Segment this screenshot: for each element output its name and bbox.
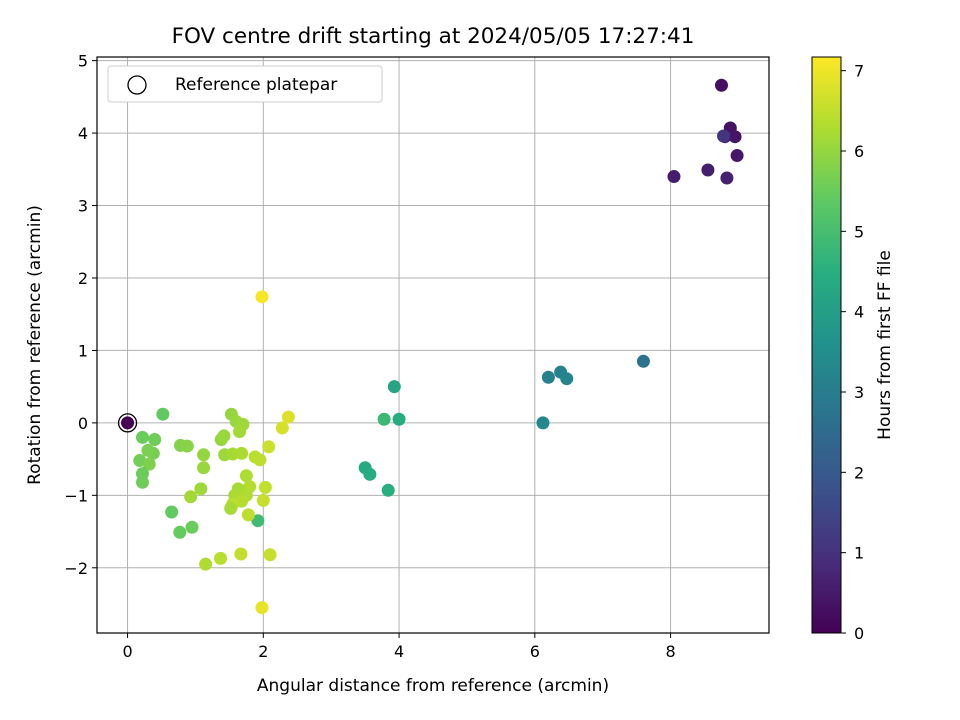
data-point xyxy=(185,520,199,534)
data-point xyxy=(197,448,211,462)
x-tick-label: 6 xyxy=(530,642,540,661)
data-point xyxy=(135,430,149,444)
data-point xyxy=(148,433,162,447)
colorbar-gradient xyxy=(811,56,842,634)
colorbar-ticks: 0 1 2 3 4 5 6 7 xyxy=(841,62,864,643)
data-point xyxy=(235,446,249,460)
colorbar-tick-label: 0 xyxy=(854,624,864,643)
data-point xyxy=(377,412,391,426)
y-axis-ticks: −2 −1 0 1 2 3 4 5 xyxy=(64,52,97,578)
y-tick-label: 1 xyxy=(78,341,88,360)
data-point xyxy=(363,467,377,481)
data-point xyxy=(730,149,744,163)
plot-frame xyxy=(96,56,770,634)
data-point xyxy=(214,551,228,565)
data-point xyxy=(197,461,211,475)
colorbar-tick-label: 7 xyxy=(854,62,864,81)
data-point xyxy=(381,483,395,497)
data-point xyxy=(234,547,248,561)
data-point xyxy=(536,416,550,430)
legend-reference-marker xyxy=(127,75,147,95)
x-tick-label: 8 xyxy=(665,642,675,661)
y-tick-label: 4 xyxy=(78,124,88,143)
data-point xyxy=(636,354,650,368)
y-tick-label: 3 xyxy=(78,197,88,216)
colorbar-tick-label: 6 xyxy=(854,142,864,161)
data-point xyxy=(720,171,734,185)
data-point xyxy=(263,548,277,562)
data-point xyxy=(165,505,179,519)
data-point xyxy=(253,453,267,467)
data-point xyxy=(728,130,742,144)
scatter-points xyxy=(133,78,744,615)
data-point xyxy=(173,525,187,539)
data-point xyxy=(135,475,149,489)
data-point xyxy=(156,407,170,421)
colorbar-tick-label: 2 xyxy=(854,463,864,482)
data-point xyxy=(180,439,194,453)
data-point xyxy=(392,412,406,426)
y-tick-label: 2 xyxy=(78,269,88,288)
data-point xyxy=(717,129,731,143)
reference-marker-group xyxy=(117,413,138,433)
data-point xyxy=(255,601,269,615)
data-point xyxy=(184,490,198,504)
colorbar: 0 1 2 3 4 5 6 7 Hours from first FF file xyxy=(811,56,895,643)
y-tick-label: 5 xyxy=(78,52,88,71)
data-point xyxy=(194,482,208,496)
x-tick-label: 0 xyxy=(122,642,132,661)
data-point xyxy=(239,469,253,483)
reference-marker xyxy=(117,413,138,433)
data-point xyxy=(714,78,728,92)
colorbar-tick-label: 4 xyxy=(854,303,864,322)
data-point xyxy=(251,514,265,528)
legend: Reference platepar xyxy=(107,65,383,103)
x-axis-label: Angular distance from reference (arcmin) xyxy=(257,676,609,696)
data-point xyxy=(281,410,295,424)
data-point xyxy=(387,380,401,394)
data-point xyxy=(701,163,715,177)
data-point xyxy=(142,457,156,471)
data-point xyxy=(217,429,231,443)
y-tick-label: −2 xyxy=(64,559,88,578)
chart-title: FOV centre drift starting at 2024/05/05 … xyxy=(172,24,695,49)
data-point xyxy=(667,170,681,184)
data-point xyxy=(233,425,247,439)
y-axis-label: Rotation from reference (arcmin) xyxy=(25,205,45,485)
data-point xyxy=(258,480,272,494)
gridlines xyxy=(97,57,769,633)
y-tick-label: −1 xyxy=(64,486,88,505)
reference-data-point xyxy=(121,416,135,430)
data-point xyxy=(262,440,276,454)
x-tick-label: 2 xyxy=(258,642,268,661)
data-point xyxy=(541,370,555,384)
colorbar-label: Hours from first FF file xyxy=(875,250,895,440)
colorbar-tick-label: 5 xyxy=(854,222,864,241)
x-tick-label: 4 xyxy=(394,642,404,661)
data-point xyxy=(199,557,213,571)
data-point xyxy=(224,501,238,515)
data-point xyxy=(256,493,270,507)
data-point xyxy=(275,421,289,435)
colorbar-tick-label: 3 xyxy=(854,383,864,402)
legend-entry-reference: Reference platepar xyxy=(175,75,337,95)
data-point xyxy=(241,508,255,522)
data-point xyxy=(141,443,155,457)
data-point xyxy=(255,290,269,304)
legend-box xyxy=(107,65,383,103)
y-tick-label: 0 xyxy=(78,414,88,433)
x-axis-ticks: 0 2 4 6 8 xyxy=(122,633,676,661)
colorbar-tick-label: 1 xyxy=(854,544,864,563)
data-point xyxy=(560,372,574,386)
